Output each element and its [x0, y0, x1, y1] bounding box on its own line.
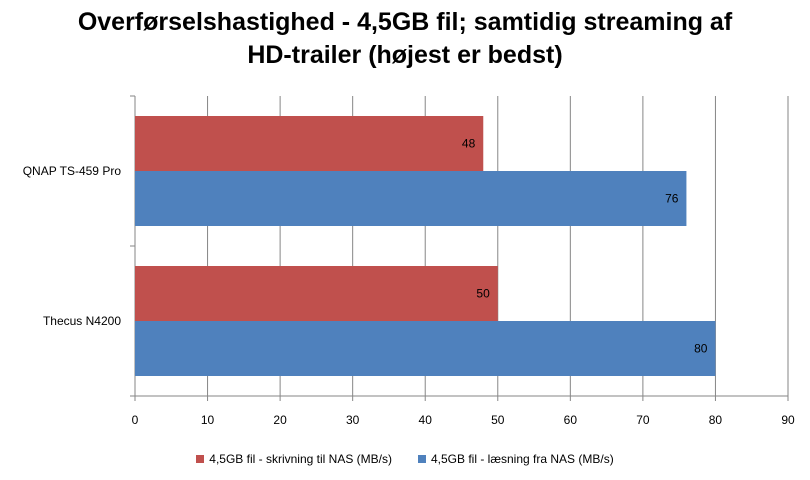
chart-title-line-2: HD-trailer (højest er bedst) [247, 41, 563, 69]
chart-title: Overførselshastighed - 4,5GB fil; samtid… [0, 6, 810, 72]
x-tick-label: 90 [781, 413, 795, 427]
x-tick-label: 80 [709, 413, 723, 427]
bar [135, 116, 484, 171]
chart-title-line-1: Overførselshastighed - 4,5GB fil; samtid… [77, 8, 733, 36]
x-tick-label: 20 [273, 413, 287, 427]
bar [135, 266, 498, 321]
x-tick-label: 30 [346, 413, 360, 427]
x-tick-label: 0 [132, 413, 139, 427]
legend-item-read: 4,5GB fil - læsning fra NAS (MB/s) [417, 452, 614, 466]
category-label: Thecus N4200 [43, 314, 121, 328]
x-tick-label: 70 [636, 413, 650, 427]
legend-item-write: 4,5GB fil - skrivning til NAS (MB/s) [196, 452, 392, 466]
legend-label-write: 4,5GB fil - skrivning til NAS (MB/s) [209, 452, 392, 466]
data-label: 80 [694, 342, 708, 356]
legend-swatch-write [196, 455, 205, 463]
data-label: 48 [462, 137, 476, 151]
bar [135, 171, 687, 226]
bar [135, 321, 716, 376]
x-tick-label: 10 [201, 413, 215, 427]
category-label: QNAP TS-459 Pro [23, 164, 122, 178]
legend-swatch-read [417, 455, 426, 463]
legend-label-read: 4,5GB fil - læsning fra NAS (MB/s) [430, 452, 614, 466]
data-label: 50 [476, 287, 490, 301]
x-tick-label: 60 [564, 413, 578, 427]
x-tick-label: 40 [419, 413, 433, 427]
x-tick-label: 50 [491, 413, 505, 427]
data-label: 76 [665, 192, 679, 206]
legend: 4,5GB fil - skrivning til NAS (MB/s) 4,5… [0, 452, 810, 466]
